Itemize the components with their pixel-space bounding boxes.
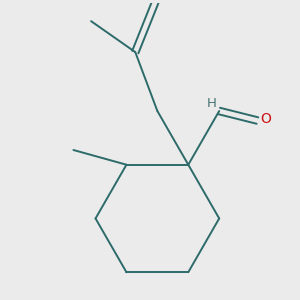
Text: O: O [260,112,271,126]
Text: H: H [207,97,217,110]
